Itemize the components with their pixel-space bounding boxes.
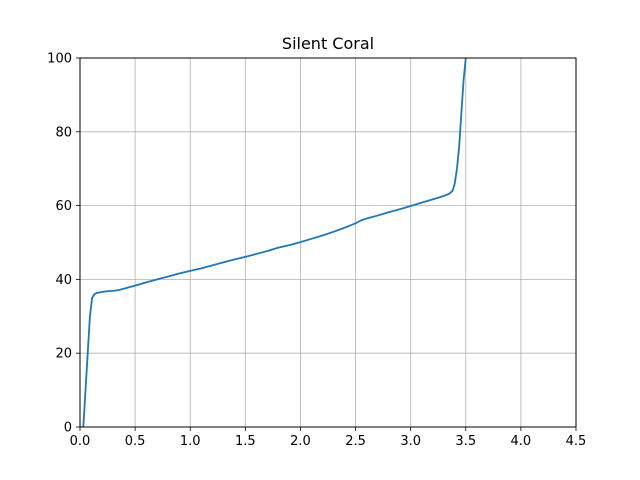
y-tick-label: 40 — [55, 273, 72, 288]
y-tick-label: 0 — [64, 421, 72, 436]
x-tick-label: 1.0 — [180, 434, 201, 449]
x-tick-label: 3.0 — [400, 434, 421, 449]
plot-frame — [79, 57, 577, 428]
series-layer — [82, 58, 467, 427]
x-axis: 0.0 0.5 1.0 1.5 2.0 2.5 3.0 3.5 4.0 4.5 — [70, 427, 587, 449]
x-tick-label: 0.0 — [70, 434, 91, 449]
y-tick-label: 60 — [55, 199, 72, 214]
x-tick-label: 4.0 — [511, 434, 532, 449]
x-tick-label: 2.5 — [345, 434, 366, 449]
x-tick-label: 0.5 — [125, 434, 146, 449]
series-line-0 — [82, 58, 467, 427]
y-axis: 0 20 40 60 80 100 — [47, 52, 80, 436]
chart-title: Silent Coral — [282, 34, 374, 53]
x-tick-label: 4.5 — [566, 434, 587, 449]
y-tick-label: 20 — [55, 347, 72, 362]
x-tick-label: 2.0 — [290, 434, 311, 449]
y-tick-label: 100 — [47, 52, 72, 67]
x-tick-label: 3.5 — [455, 434, 476, 449]
x-tick-label: 1.5 — [235, 434, 256, 449]
y-tick-label: 80 — [55, 125, 72, 140]
